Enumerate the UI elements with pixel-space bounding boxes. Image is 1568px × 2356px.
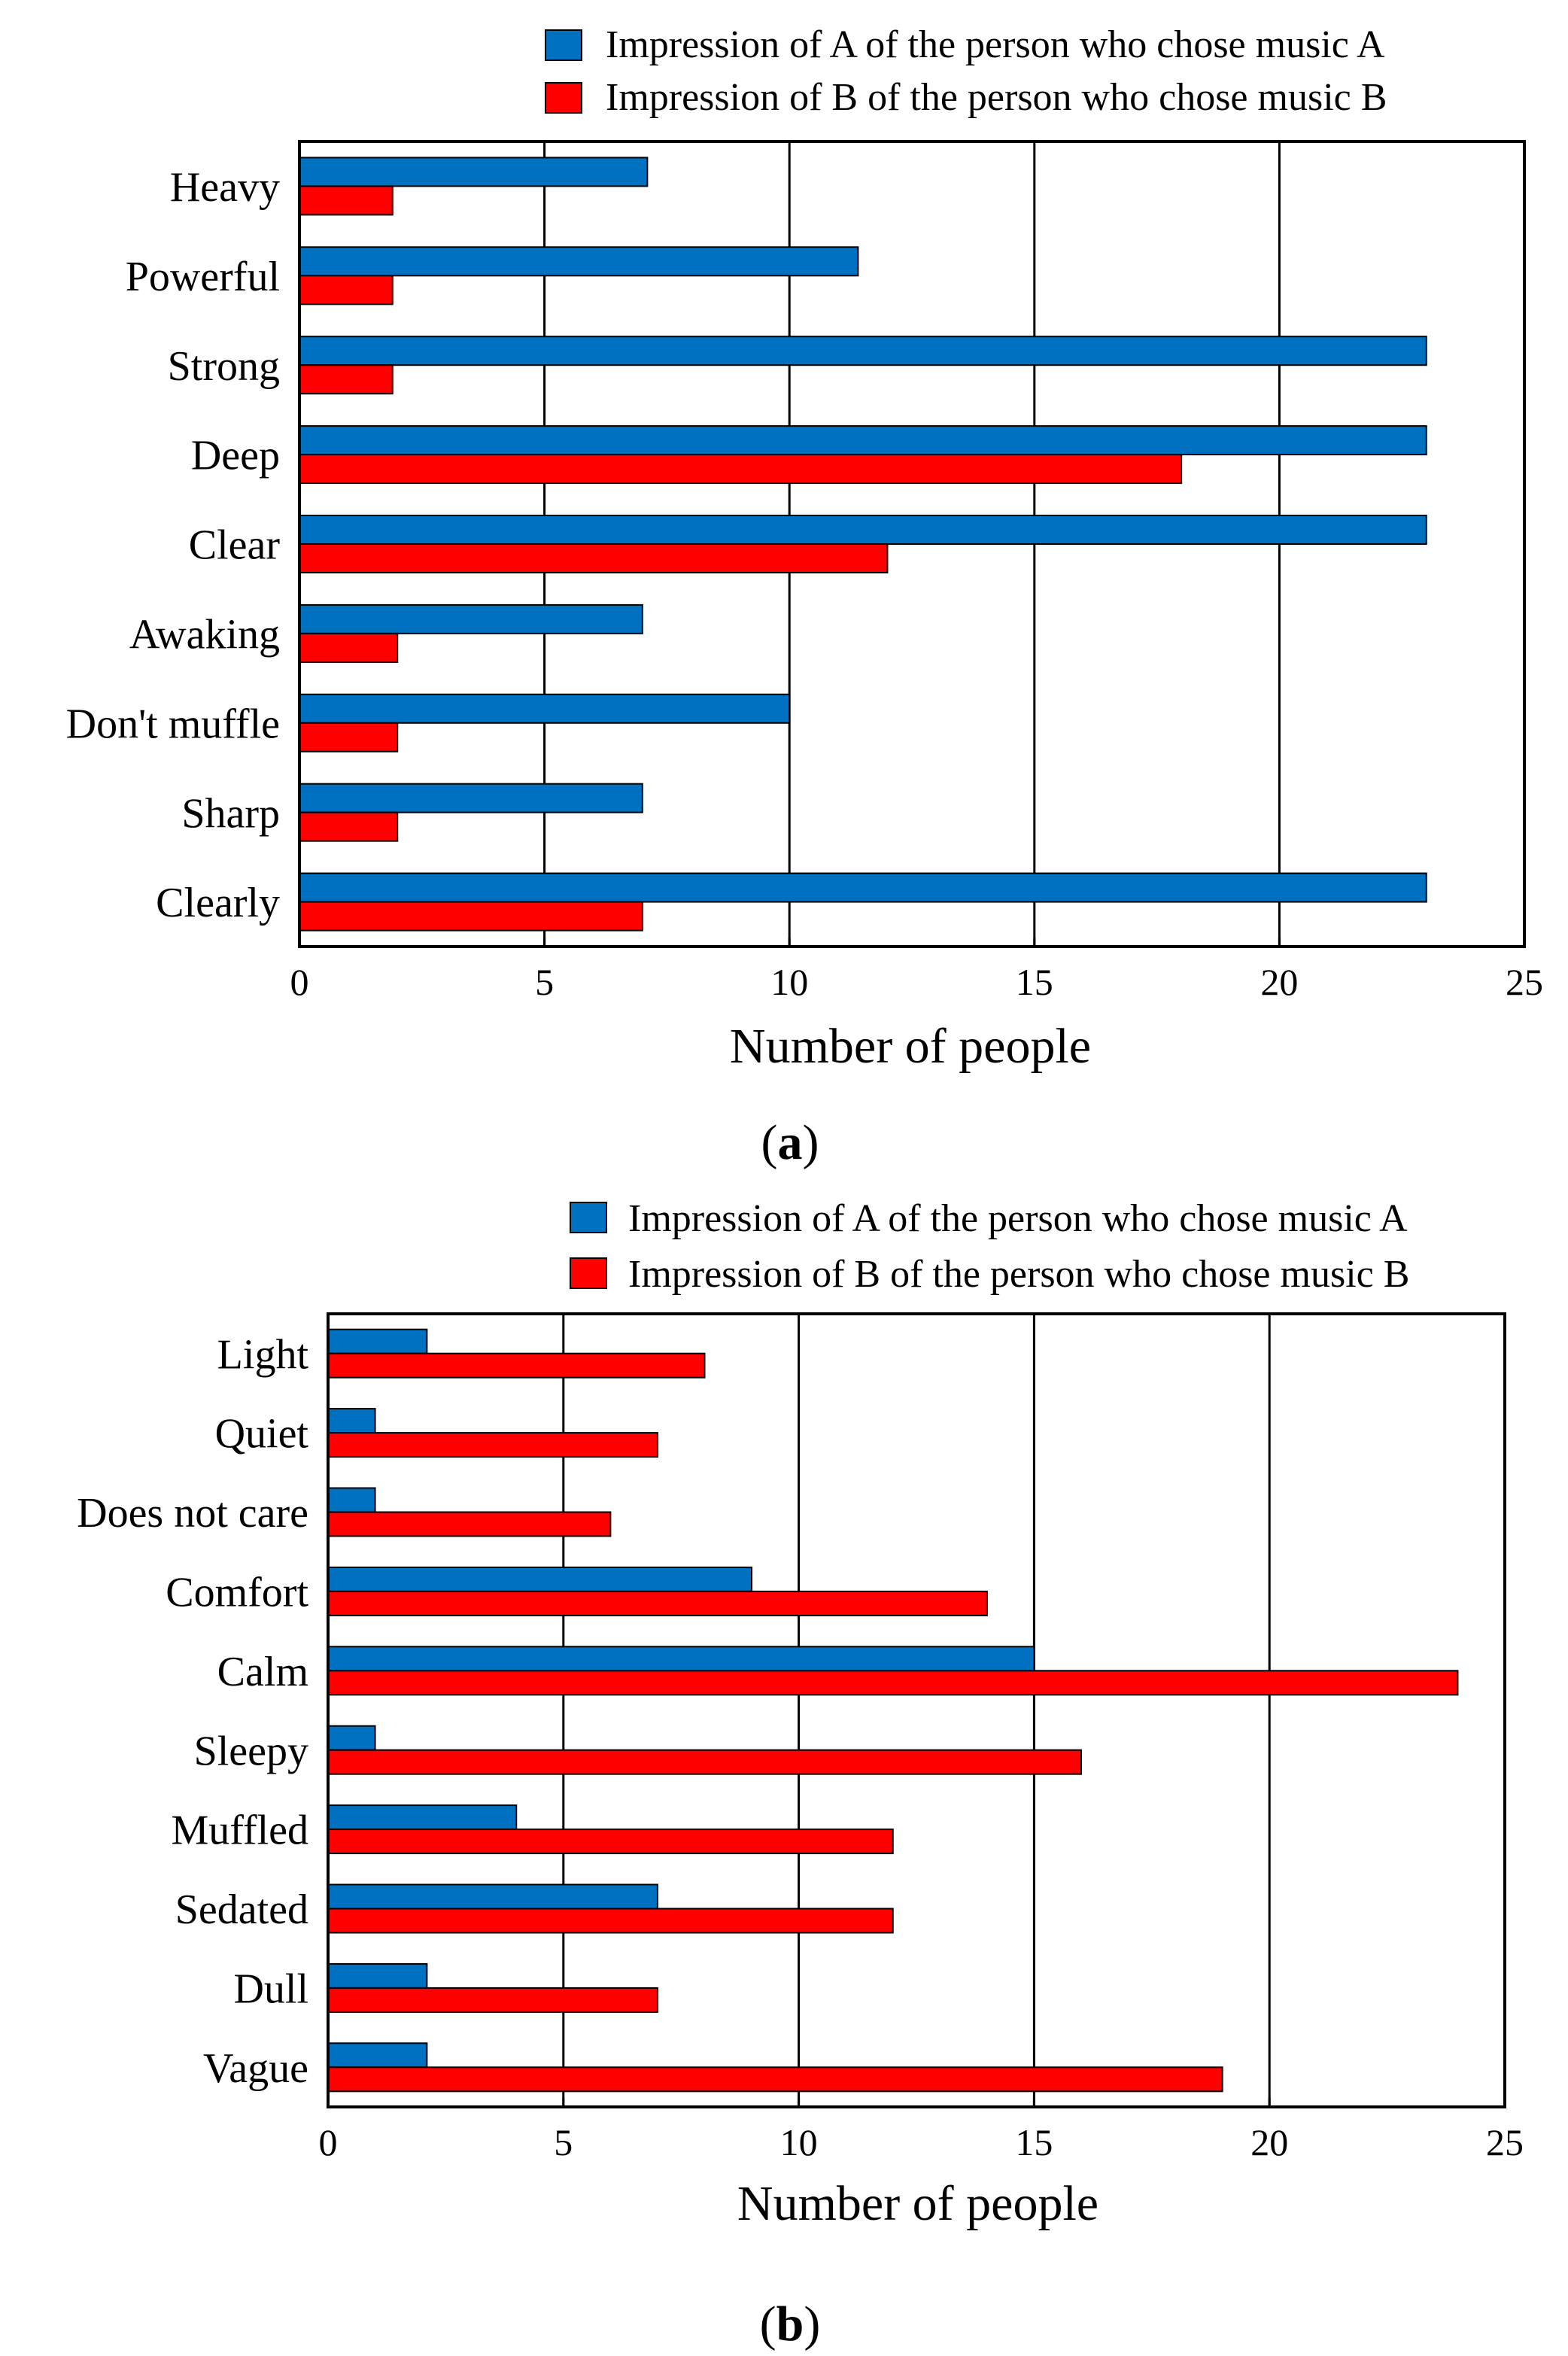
panel-label-b: (b) — [760, 2297, 821, 2351]
category-label: Awaking — [129, 611, 280, 658]
bar-series-b — [299, 632, 399, 663]
legend-swatch-a — [545, 29, 582, 61]
bar-series-a — [327, 1566, 753, 1592]
bar-series-b — [299, 275, 394, 306]
bar-series-a — [327, 1646, 1035, 1672]
category-label: Clearly — [156, 880, 280, 926]
bar-series-a — [327, 1804, 518, 1831]
panel-letter-b: b — [776, 2297, 804, 2351]
legend-swatch-b — [545, 82, 582, 114]
bar-series-b — [299, 811, 399, 842]
legend-b: Impression of A of the person who chose … — [570, 1197, 1409, 1296]
category-label: Calm — [217, 1649, 308, 1695]
bar-series-b — [299, 543, 889, 573]
category-label: Quiet — [215, 1411, 309, 1458]
category-label: Muffled — [172, 1807, 309, 1854]
bar-series-b — [327, 1352, 706, 1379]
chart-panel-a: Impression of A of the person who chose … — [66, 23, 1543, 1170]
bar-series-b — [299, 364, 394, 395]
bar-series-a — [299, 693, 791, 724]
x-tick-label: 15 — [1015, 2121, 1053, 2163]
x-axis-title-b: Number of people — [737, 2176, 1099, 2231]
legend-label-a: Impression of A of the person who chose … — [606, 23, 1385, 66]
panel-letter-a: a — [778, 1115, 803, 1170]
plot-frame — [298, 140, 1526, 948]
x-tick-label: 20 — [1250, 2121, 1288, 2163]
category-label: Strong — [168, 343, 280, 390]
x-tick-label: 0 — [290, 961, 309, 1003]
category-label: Clear — [189, 522, 281, 569]
x-tick-label: 15 — [1016, 961, 1053, 1003]
category-label: Does not care — [77, 1490, 308, 1537]
category-label: Deep — [191, 433, 280, 479]
category-label: Sleepy — [194, 1728, 308, 1774]
legend-label-a: Impression of A of the person who chose … — [628, 1197, 1408, 1240]
bar-series-a — [327, 1962, 428, 1989]
x-tick-label: 25 — [1486, 2121, 1524, 2163]
category-label: Sharp — [181, 790, 280, 837]
bar-series-b — [327, 1987, 658, 2013]
x-tick-label: 10 — [780, 2121, 818, 2163]
x-tick-label: 25 — [1506, 961, 1543, 1003]
legend-label-b: Impression of B of the person who chose … — [606, 76, 1387, 119]
x-tick-label: 5 — [535, 961, 554, 1003]
bar-series-a — [299, 336, 1427, 366]
x-tick-label: 0 — [319, 2121, 338, 2163]
bar-series-b — [327, 1511, 612, 1537]
category-label: Vague — [203, 2045, 308, 2092]
bar-series-a — [299, 783, 643, 813]
bar-series-a — [327, 1487, 376, 1513]
x-tick-label: 5 — [554, 2121, 573, 2163]
x-axis-title-a: Number of people — [730, 1019, 1091, 1074]
bar-series-b — [299, 901, 643, 932]
category-label: Comfort — [166, 1570, 308, 1616]
x-tick-label: 10 — [770, 961, 808, 1003]
bar-series-a — [327, 1883, 658, 1910]
bar-series-a — [299, 515, 1427, 545]
bar-series-a — [299, 872, 1427, 903]
panel-label-a: (a) — [761, 1115, 819, 1170]
legend-swatch-a — [570, 1202, 607, 1233]
bar-series-a — [327, 1328, 428, 1354]
legend-label-b: Impression of B of the person who chose … — [628, 1253, 1409, 1296]
bar-series-a — [327, 1408, 376, 1434]
bar-series-b — [299, 722, 399, 752]
category-label: Powerful — [126, 254, 280, 300]
bar-series-a — [327, 2042, 428, 2069]
bar-series-b — [327, 1590, 988, 1616]
legend-a: Impression of A of the person who chose … — [545, 23, 1387, 119]
bar-series-b — [299, 185, 394, 216]
category-label: Sedated — [175, 1886, 308, 1933]
bar-series-b — [327, 1670, 1459, 1696]
category-label: Don't muffle — [66, 701, 280, 747]
bar-series-b — [327, 1432, 658, 1458]
plot-area-b: Light Quiet Does not care Comfort Calm Sleepy… — [77, 1312, 1524, 2163]
legend-swatch-b — [570, 1257, 607, 1289]
plot-area-a: Heavy Powerful Strong Deep Clear Awaking Don't… — [66, 140, 1543, 1003]
category-label: Light — [217, 1331, 309, 1378]
plot-frame — [327, 1312, 1506, 2108]
category-label: Heavy — [170, 164, 280, 211]
bar-series-a — [299, 603, 643, 634]
bar-series-b — [299, 454, 1183, 485]
bar-series-b — [327, 1749, 1082, 1775]
bar-series-a — [299, 425, 1427, 456]
bar-series-a — [299, 157, 649, 187]
bar-series-b — [327, 1829, 894, 1855]
chart-panel-b: Impression of A of the person who chose … — [77, 1197, 1524, 2351]
bar-series-a — [327, 1725, 376, 1751]
bar-series-b — [327, 1908, 894, 1934]
category-label: Dull — [233, 1966, 308, 2013]
bar-series-b — [327, 2066, 1223, 2093]
bar-series-a — [299, 246, 859, 277]
x-tick-label: 20 — [1260, 961, 1298, 1003]
